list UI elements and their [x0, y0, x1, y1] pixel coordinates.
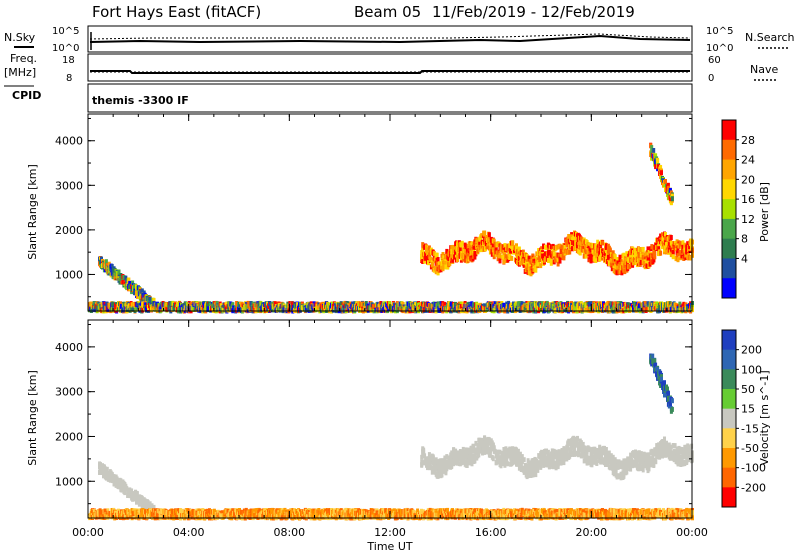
nave-label: Nave: [750, 63, 778, 76]
colorbar-segment: [722, 120, 736, 140]
noise-panel: [88, 26, 692, 52]
nsearch-label: N.Search: [745, 31, 795, 44]
noise-right-bottom: 10^0: [706, 43, 733, 54]
heatmap-cell: [461, 241, 464, 246]
noise-left-top: 10^5: [52, 26, 79, 37]
colorbar-tick-label: 8: [741, 233, 748, 246]
heatmap-cell: [431, 262, 434, 267]
heatmap-cell: [436, 253, 439, 258]
colorbar-segment: [722, 199, 736, 219]
heatmap-cell: [677, 257, 680, 262]
date-range: 11/Feb/2019 - 12/Feb/2019: [432, 3, 635, 21]
heatmap-cell: [671, 196, 674, 201]
colorbar-segment: [722, 278, 736, 298]
colorbar-tick-label: 12: [741, 213, 755, 226]
heatmap-cell: [510, 256, 513, 261]
heatmap-cell: [550, 259, 553, 264]
power-axis-ticks: 1000 2000 3000 4000: [55, 114, 692, 311]
power-colorbar: 28 24 20 16 12 8 4: [722, 120, 755, 299]
heatmap-cell: [499, 253, 502, 258]
heatmap-cell: [594, 258, 597, 263]
beam-label: Beam 05: [354, 3, 421, 21]
heatmap-cell: [562, 255, 565, 260]
heatmap-cell: [652, 148, 655, 153]
heatmap-cell: [670, 235, 673, 240]
heatmap-cell: [488, 232, 491, 237]
colorbar-segment: [722, 140, 736, 160]
colorbar-segment: [722, 160, 736, 180]
heatmap-cell: [437, 257, 440, 262]
heatmap-cell: [653, 254, 656, 259]
nave-right-top: 60: [708, 55, 721, 66]
nsky-label: N.Sky: [4, 31, 36, 44]
heatmap-cell: [511, 240, 514, 245]
y-tick-label: 3000: [55, 179, 83, 192]
y-tick-label: 4000: [55, 135, 83, 148]
y-tick-label: 1000: [55, 268, 83, 281]
cpid-label: CPID: [12, 89, 41, 102]
heatmap-cell: [659, 251, 662, 256]
heatmap-cell: [664, 179, 667, 184]
freq-panel: [88, 54, 692, 81]
cpid-value: themis -3300 IF: [92, 94, 189, 107]
heatmap-cell: [601, 240, 604, 245]
y-tick-label: 2000: [55, 224, 83, 237]
heatmap-cell: [483, 231, 486, 236]
colorbar-tick-label: 20: [741, 173, 755, 186]
heatmap-cell: [672, 254, 675, 259]
heatmap-cell: [642, 247, 645, 252]
heatmap-cell: [660, 170, 663, 175]
noise-right-top: 10^5: [706, 26, 733, 37]
colorbar-tick-label: 4: [741, 252, 748, 265]
freq-label-line1: Freq.: [10, 52, 37, 65]
noise-left-bottom: 10^0: [52, 43, 79, 54]
freq-left-bottom: 8: [66, 73, 72, 84]
heatmap-cell: [568, 250, 571, 255]
colorbar-segment: [722, 219, 736, 239]
freq-label-line2: [MHz]: [4, 66, 36, 79]
freq-left-top: 18: [62, 55, 75, 66]
nsky-trace: [90, 36, 690, 42]
heatmap-cell: [553, 252, 556, 257]
power-colorbar-label: Power [dB]: [758, 182, 771, 242]
heatmap-cell: [499, 258, 502, 263]
colorbar-segment: [722, 179, 736, 199]
heatmap-cell: [672, 250, 675, 255]
colorbar-segment: [722, 239, 736, 259]
heatmap-cell: [656, 158, 659, 163]
colorbar-segment: [722, 258, 736, 278]
power-plot-frame: [88, 114, 692, 311]
power-heatmap-cells: [88, 143, 694, 314]
velocity-heatmap-cells: [88, 354, 694, 521]
station-title: Fort Hays East (fitACF): [92, 3, 261, 21]
colorbar-tick-label: 28: [741, 134, 755, 147]
power-ylabel: Slant Range [km]: [26, 164, 39, 260]
colorbar-tick-label: 24: [741, 154, 755, 167]
nave-right-bottom: 0: [708, 73, 714, 84]
colorbar-tick-label: 16: [741, 193, 755, 206]
